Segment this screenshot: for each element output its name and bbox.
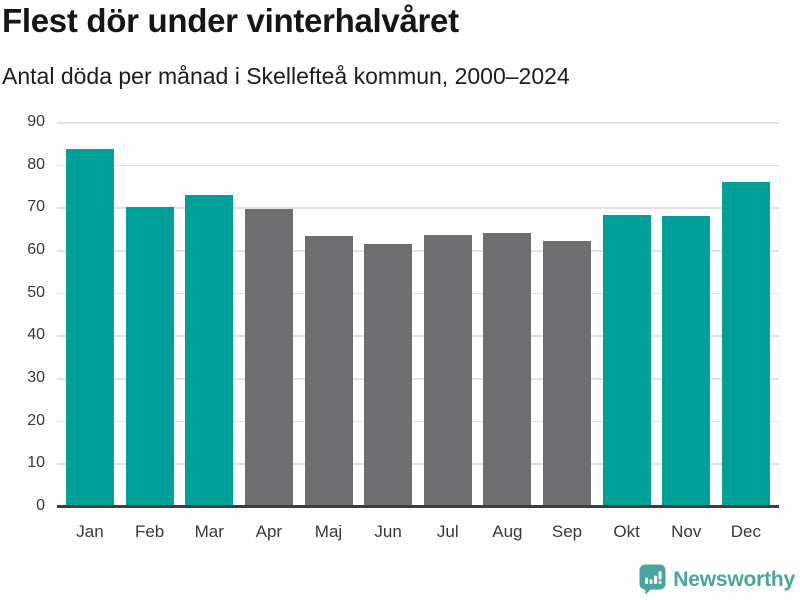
- y-tick-label-30: 30: [27, 369, 45, 386]
- y-tick-label-40: 40: [27, 326, 45, 344]
- bar-jun: [364, 244, 413, 506]
- x-axis-tick-labels: Jan Feb Mar Apr Maj Jun Jul Aug Sep Okt Nov Dec: [57, 520, 779, 544]
- y-tick-label-70: 70: [27, 198, 45, 216]
- x-tick-label-sep: Sep: [551, 522, 583, 541]
- x-tick-label-aug: Aug: [492, 522, 523, 541]
- y-tick-label-0: 0: [36, 497, 45, 514]
- bar-feb: [125, 207, 174, 506]
- bar-nov: [662, 216, 711, 506]
- x-tick-label-feb: Feb: [134, 522, 165, 541]
- x-tick-label-mar: Mar: [194, 522, 224, 541]
- gridline-50: [57, 292, 779, 295]
- x-tick-label-jul: Jul: [436, 522, 459, 541]
- gridline-30: [57, 378, 779, 380]
- y-tick-label-10: 10: [27, 454, 45, 472]
- bar-jan: [66, 149, 114, 506]
- bar-maj: [304, 235, 353, 506]
- bar-okt: [602, 215, 651, 506]
- y-tick-label-60: 60: [27, 241, 45, 258]
- gridline-10: [57, 463, 779, 465]
- x-tick-label-jun: Jun: [374, 522, 402, 541]
- y-tick-label-20: 20: [27, 411, 45, 429]
- y-tick-label-50: 50: [27, 283, 45, 301]
- newsworthy-logo-text: Newsworthy: [673, 567, 795, 591]
- x-tick-label-apr: Apr: [255, 522, 283, 541]
- gridline-20: [57, 420, 779, 423]
- newsworthy-logo-icon: [639, 564, 666, 595]
- gridline-70: [57, 207, 779, 209]
- bar-apr: [244, 209, 293, 506]
- x-axis-line: [57, 505, 779, 508]
- x-tick-label-jan: Jan: [76, 522, 104, 541]
- x-tick-label-okt: Okt: [613, 522, 640, 541]
- bar-series: [57, 122, 779, 506]
- bar-mar: [185, 195, 234, 506]
- bar-aug: [483, 233, 532, 506]
- x-tick-label-dec: Dec: [730, 522, 761, 541]
- x-tick-label-nov: Nov: [671, 522, 702, 541]
- gridline-80: [57, 164, 779, 167]
- y-tick-label-90: 90: [27, 113, 45, 130]
- gridline-90: [57, 122, 779, 124]
- bar-jul: [423, 235, 472, 506]
- chart-title: Flest dör under vinterhalvåret: [2, 2, 459, 39]
- y-tick-label-80: 80: [27, 155, 45, 173]
- y-axis-tick-labels: 0 10 20 30 40 50 60 70 80 90: [0, 114, 45, 514]
- bar-sep: [543, 240, 591, 506]
- x-tick-label-maj: Maj: [314, 522, 343, 541]
- gridline-40: [57, 335, 779, 337]
- gridline-60: [57, 250, 779, 252]
- bar-chart-plot-area: [57, 122, 779, 508]
- newsworthy-logo: Newsworthy: [639, 564, 795, 595]
- chart-subtitle: Antal döda per månad i Skellefteå kommun…: [2, 63, 570, 89]
- bar-dec: [721, 182, 770, 506]
